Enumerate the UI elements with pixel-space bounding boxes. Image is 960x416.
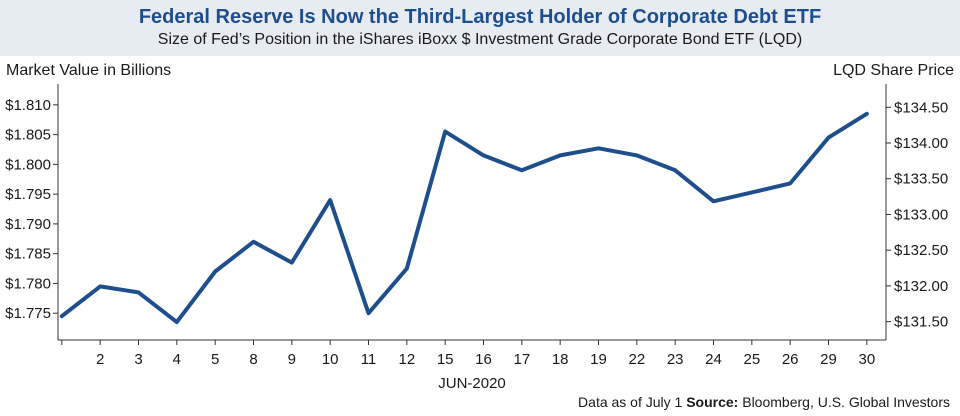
chart-subtitle: Size of Fed’s Position in the iShares iB… bbox=[157, 31, 803, 48]
chart-title: Federal Reserve Is Now the Third-Largest… bbox=[138, 6, 822, 28]
x-tick-label: 24 bbox=[705, 351, 722, 368]
x-tick-label: 12 bbox=[398, 351, 415, 368]
x-tick-label: 16 bbox=[475, 351, 492, 368]
left-tick-label: $1.785 bbox=[5, 246, 51, 263]
x-tick-label: 25 bbox=[743, 351, 760, 368]
series-line bbox=[59, 111, 869, 325]
right-tick-label: $134.50 bbox=[894, 99, 948, 116]
left-tick-label: $1.790 bbox=[5, 216, 51, 233]
x-tick-label: 18 bbox=[552, 351, 569, 368]
right-tick-label: $131.50 bbox=[894, 314, 948, 331]
left-tick-label: $1.780 bbox=[5, 275, 51, 292]
left-tick-label: $1.805 bbox=[5, 127, 51, 144]
x-tick-label: 4 bbox=[173, 351, 181, 368]
chart-header: Federal Reserve Is Now the Third-Largest… bbox=[0, 0, 960, 56]
right-tick-label: $132.50 bbox=[894, 242, 948, 259]
x-tick-label: 22 bbox=[628, 351, 645, 368]
x-tick-label: 8 bbox=[249, 351, 257, 368]
left-tick-label: $1.795 bbox=[5, 186, 51, 203]
left-tick-label: $1.800 bbox=[5, 156, 51, 173]
x-tick-label: 5 bbox=[211, 351, 219, 368]
x-axis-title: JUN-2020 bbox=[438, 375, 506, 392]
x-tick-label: 3 bbox=[134, 351, 142, 368]
data-note: Data as of July 1 bbox=[578, 394, 683, 410]
right-tick-label: $133.00 bbox=[894, 206, 948, 223]
right-tick-label: $133.50 bbox=[894, 171, 948, 188]
right-tick-label: $132.00 bbox=[894, 278, 948, 295]
x-tick-label: 17 bbox=[513, 351, 530, 368]
x-tick-label: 2 bbox=[96, 351, 104, 368]
left-tick-label: $1.810 bbox=[5, 97, 51, 114]
x-tick-label: 9 bbox=[288, 351, 296, 368]
right-axis-title: LQD Share Price bbox=[833, 62, 954, 79]
x-tick-label: 19 bbox=[590, 351, 607, 368]
x-tick-label: 10 bbox=[322, 351, 339, 368]
right-tick-label: $134.00 bbox=[894, 135, 948, 152]
x-tick-label: 26 bbox=[782, 351, 799, 368]
source-text: Bloomberg, U.S. Global Investors bbox=[742, 394, 950, 410]
x-tick-label: 11 bbox=[361, 351, 377, 368]
x-tick-label: 29 bbox=[820, 351, 837, 368]
x-tick-label: 23 bbox=[667, 351, 684, 368]
x-tick-label: 30 bbox=[858, 351, 875, 368]
left-tick-label: $1.775 bbox=[5, 305, 51, 322]
left-axis-title: Market Value in Billions bbox=[6, 62, 172, 79]
chart-footer: Data as of July 1 Source: Bloomberg, U.S… bbox=[578, 394, 950, 410]
source-label: Source: bbox=[686, 394, 739, 410]
x-tick-label: 15 bbox=[437, 351, 454, 368]
